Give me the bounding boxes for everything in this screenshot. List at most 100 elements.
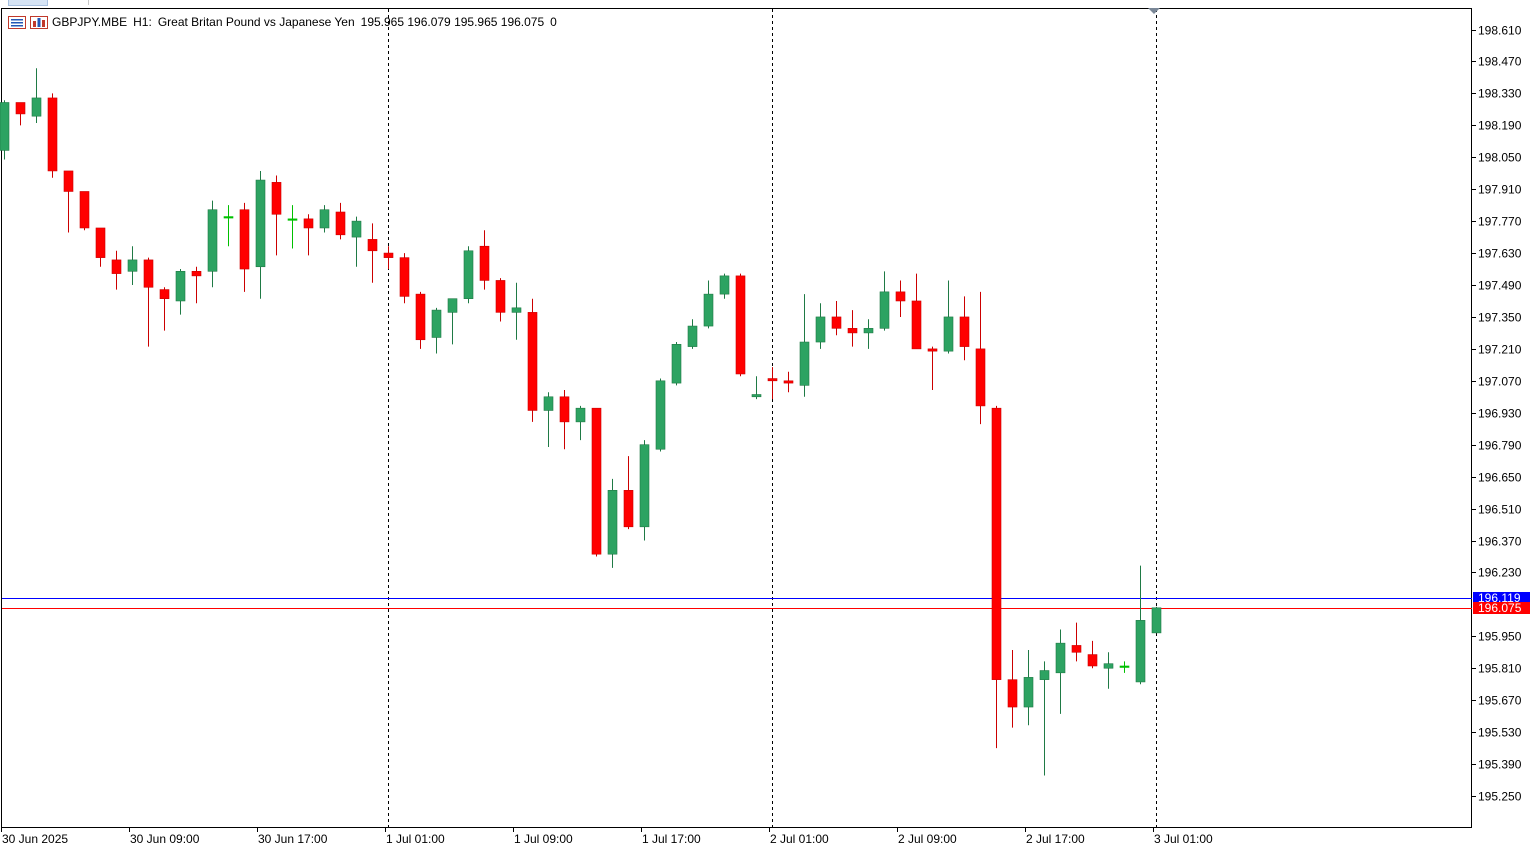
candle-body-14[interactable] (223, 216, 234, 219)
bid-price-label-bg (1473, 602, 1530, 614)
candle-body-18[interactable] (287, 218, 298, 221)
price-tick-label: 195.390 (1478, 758, 1522, 772)
candle-body-10[interactable] (159, 289, 170, 299)
candle-body-64[interactable] (1023, 677, 1034, 708)
plot-area[interactable] (1, 8, 1472, 828)
candle-body-69[interactable] (1103, 663, 1114, 669)
candle-body-0[interactable] (0, 102, 10, 151)
ohlc-values: 195.965 196.079 195.965 196.075 (360, 15, 545, 29)
chart-tab-secondary[interactable] (46, 0, 89, 5)
time-tick-label: 1 Jul 09:00 (514, 832, 573, 846)
candle-body-5[interactable] (79, 191, 90, 229)
time-tick-label: 2 Jul 17:00 (1026, 832, 1085, 846)
candle-body-3[interactable] (47, 97, 58, 172)
candle-body-7[interactable] (111, 259, 122, 274)
candle-body-8[interactable] (127, 259, 138, 272)
price-tick-label: 197.210 (1478, 343, 1522, 357)
bid-price-label: 196.075 (1478, 601, 1522, 615)
candle-body-51[interactable] (815, 316, 826, 343)
chart-shift-marker[interactable] (1148, 8, 1160, 14)
candle-body-66[interactable] (1055, 642, 1066, 674)
candle-body-55[interactable] (879, 291, 890, 329)
candle-body-63[interactable] (1007, 679, 1018, 708)
candle-body-72[interactable] (1151, 607, 1162, 634)
candle-body-13[interactable] (207, 209, 218, 272)
candle-body-53[interactable] (847, 328, 858, 334)
candle-body-6[interactable] (95, 227, 106, 258)
candle-body-16[interactable] (255, 179, 266, 268)
candle-body-47[interactable] (751, 394, 762, 398)
candle-body-65[interactable] (1039, 670, 1050, 680)
candle-body-60[interactable] (959, 316, 970, 347)
candle-body-32[interactable] (511, 307, 522, 313)
candle-body-39[interactable] (623, 490, 634, 528)
candle-body-19[interactable] (303, 218, 314, 229)
price-tick-label: 197.070 (1478, 375, 1522, 389)
candle-body-62[interactable] (991, 407, 1002, 680)
candle-body-25[interactable] (399, 257, 410, 297)
candle-body-68[interactable] (1087, 654, 1098, 667)
symbol-description: Great Britan Pound vs Japanese Yen (157, 15, 355, 29)
candle-body-9[interactable] (143, 259, 154, 288)
candle-body-12[interactable] (191, 271, 202, 277)
candle-body-11[interactable] (175, 271, 186, 302)
price-tick-label: 196.650 (1478, 471, 1522, 485)
candle-body-41[interactable] (655, 380, 666, 450)
candle-body-61[interactable] (975, 348, 986, 407)
candle-body-31[interactable] (495, 280, 506, 313)
candle-body-71[interactable] (1135, 620, 1146, 683)
chart-bars-icon[interactable] (30, 15, 48, 29)
candle-body-44[interactable] (703, 293, 714, 327)
candle-body-49[interactable] (783, 380, 794, 384)
price-tick-label: 198.190 (1478, 119, 1522, 133)
price-tick-label: 195.670 (1478, 694, 1522, 708)
candle-body-56[interactable] (895, 291, 906, 302)
candle-body-30[interactable] (479, 245, 490, 281)
candle-body-52[interactable] (831, 316, 842, 329)
candle-body-2[interactable] (31, 97, 42, 117)
candle-body-26[interactable] (415, 293, 426, 341)
chart-list-icon[interactable] (8, 15, 26, 29)
candle-body-36[interactable] (575, 407, 586, 423)
candle-body-42[interactable] (671, 344, 682, 384)
candle-body-4[interactable] (63, 170, 74, 192)
candle-body-67[interactable] (1071, 645, 1082, 653)
candle-body-43[interactable] (687, 325, 698, 347)
candle-body-15[interactable] (239, 209, 250, 270)
candle-body-40[interactable] (639, 444, 650, 528)
candle-body-59[interactable] (943, 316, 954, 352)
candle-body-27[interactable] (431, 309, 442, 338)
candle-body-38[interactable] (607, 490, 618, 555)
candle-body-1[interactable] (15, 102, 26, 115)
symbol-label: GBPJPY.MBE (52, 15, 128, 29)
candle-body-20[interactable] (319, 209, 330, 229)
candle-body-46[interactable] (735, 275, 746, 375)
candle-body-48[interactable] (767, 378, 778, 382)
candle-body-54[interactable] (863, 328, 874, 334)
price-tick-label: 197.490 (1478, 279, 1522, 293)
candle-body-23[interactable] (367, 239, 378, 252)
candle-body-24[interactable] (383, 252, 394, 258)
candle-body-35[interactable] (559, 396, 570, 423)
chart-tab[interactable] (8, 0, 48, 6)
ask-price-label: 196.119 (1478, 591, 1521, 605)
candle-body-28[interactable] (447, 298, 458, 313)
candle-body-33[interactable] (527, 312, 538, 411)
candle-body-21[interactable] (335, 211, 346, 236)
price-tick-label: 198.610 (1478, 24, 1522, 38)
price-tick-label: 196.790 (1478, 439, 1522, 453)
candle-body-70[interactable] (1119, 665, 1130, 668)
time-tick-label: 30 Jun 17:00 (258, 832, 328, 846)
candle-body-29[interactable] (463, 250, 474, 299)
candle-body-57[interactable] (911, 300, 922, 350)
price-tick-label: 197.770 (1478, 215, 1522, 229)
candle-body-50[interactable] (799, 341, 810, 386)
candle-body-34[interactable] (543, 396, 554, 411)
candle-body-22[interactable] (351, 220, 362, 238)
candle-body-37[interactable] (591, 407, 602, 555)
candle-body-17[interactable] (271, 182, 282, 215)
candle-body-45[interactable] (719, 275, 730, 295)
candle-body-58[interactable] (927, 348, 938, 352)
